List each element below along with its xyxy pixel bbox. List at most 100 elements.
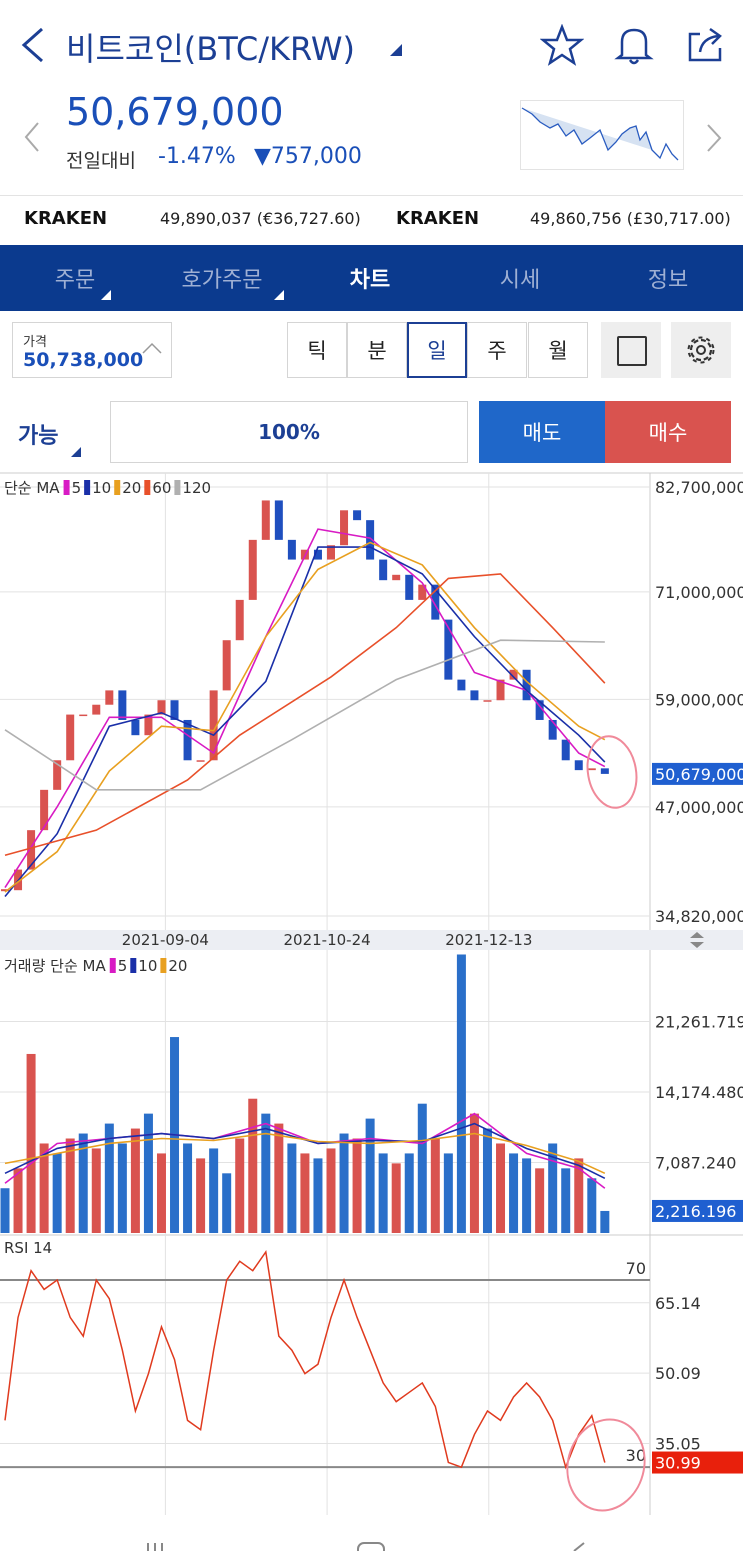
ma-line	[4, 541, 606, 893]
candle	[209, 690, 218, 761]
last-value-box	[652, 762, 743, 785]
volume-bar	[600, 1210, 610, 1233]
y-tick-label: 35.05	[655, 1435, 701, 1454]
share-icon[interactable]	[686, 24, 726, 64]
ma-line	[4, 546, 606, 897]
candle	[118, 690, 127, 720]
candle	[157, 700, 166, 715]
candle	[131, 719, 140, 736]
caret-up	[142, 342, 162, 354]
candle	[457, 679, 466, 691]
price-box-value: 50,738,000	[23, 349, 144, 371]
draw-button[interactable]	[601, 322, 661, 378]
tab[interactable]: 호가주문	[181, 268, 263, 293]
available-label[interactable]: 가능	[18, 424, 59, 449]
candle	[248, 539, 257, 600]
buy-button[interactable]: 매수	[605, 401, 731, 463]
volume-bar	[248, 1098, 258, 1233]
chart-bg	[0, 472, 743, 1515]
volume-bar	[430, 1138, 440, 1233]
period-button[interactable]: 분	[347, 322, 407, 378]
candle	[287, 539, 296, 560]
legend-label: 5	[72, 479, 82, 497]
volume-bar	[469, 1113, 479, 1233]
volume-bar	[274, 1123, 284, 1233]
volume-bar	[443, 1153, 453, 1233]
period-button-active[interactable]: 일	[407, 322, 467, 378]
volume-bar	[13, 1168, 23, 1233]
annotation-circle	[586, 735, 638, 809]
last-value-box	[652, 1451, 743, 1474]
x-tick-label: 2021-10-24	[283, 931, 370, 949]
candle	[340, 510, 349, 546]
tab[interactable]: 시세	[499, 268, 541, 293]
period-button[interactable]: 주	[467, 322, 527, 378]
candle	[574, 760, 583, 771]
period-button[interactable]: 틱	[287, 322, 347, 378]
current-price: 50,679,000	[66, 90, 284, 134]
volume-bar	[404, 1153, 414, 1233]
legend-label: 5	[118, 957, 128, 975]
star-icon[interactable]	[540, 24, 584, 66]
tab[interactable]: 정보	[647, 268, 689, 293]
candle	[587, 768, 596, 771]
resize-icon[interactable]	[690, 932, 704, 948]
volume-bar	[196, 1158, 206, 1233]
sell-button[interactable]: 매도	[479, 401, 605, 463]
legend-label: 120	[182, 479, 211, 497]
volume-bar	[235, 1138, 245, 1233]
tab[interactable]: 주문	[54, 268, 96, 293]
period-button[interactable]: 월	[528, 322, 588, 378]
volume-bar	[222, 1173, 232, 1233]
candle	[53, 760, 62, 790]
legend-swatch	[174, 480, 181, 495]
dropdown-icon[interactable]	[388, 42, 404, 58]
ratio-box[interactable]: 100%	[110, 401, 468, 463]
last-value-label: 50,679,000	[655, 765, 743, 784]
y-tick-label: 71,000,000	[655, 583, 743, 602]
legend-swatch	[130, 958, 137, 973]
square-icon	[617, 336, 647, 366]
candle	[366, 520, 375, 560]
back-button[interactable]	[16, 26, 50, 64]
candle	[431, 584, 440, 620]
volume-bar	[574, 1158, 584, 1233]
next-arrow[interactable]	[704, 122, 724, 154]
volume-bar	[261, 1113, 271, 1233]
price-box[interactable]: 가격 50,738,000	[12, 322, 172, 378]
exchange-name: KRAKEN	[24, 208, 108, 229]
settings-button[interactable]	[671, 322, 731, 378]
volume-bar	[130, 1128, 140, 1233]
candle	[522, 669, 531, 701]
legend-label: 60	[152, 479, 171, 497]
exchange-price: 49,860,756 (£30,717.00)	[530, 209, 731, 228]
candle	[66, 714, 75, 761]
volume-bar	[52, 1153, 62, 1233]
y-tick-label: 82,700,000	[655, 478, 743, 497]
y-tick-label: 34,820,000	[655, 907, 743, 926]
candle	[183, 719, 192, 761]
prev-arrow[interactable]	[22, 120, 42, 154]
bell-icon[interactable]	[614, 24, 654, 66]
y-tick-label: 7,087.240	[655, 1154, 736, 1173]
volume-bar	[587, 1178, 597, 1233]
volume-bar	[326, 1148, 336, 1233]
volume-bar	[522, 1158, 532, 1233]
volume-bar	[365, 1118, 375, 1233]
candle	[222, 640, 231, 691]
volume-bar	[482, 1128, 492, 1233]
candle	[379, 559, 388, 581]
candle	[105, 690, 114, 705]
candle	[27, 830, 36, 870]
volume-bar	[209, 1148, 219, 1233]
candle	[418, 584, 427, 600]
candle	[444, 619, 453, 680]
legend-title: 거래량 단순 MA	[4, 957, 106, 975]
volume-bar	[26, 1053, 36, 1233]
system-nav	[147, 1542, 585, 1551]
date-band	[0, 930, 743, 950]
legend-swatch	[63, 480, 70, 495]
volume-bar	[104, 1123, 114, 1233]
legend-label: 20	[122, 479, 141, 497]
tab-active[interactable]: 차트	[349, 268, 391, 293]
